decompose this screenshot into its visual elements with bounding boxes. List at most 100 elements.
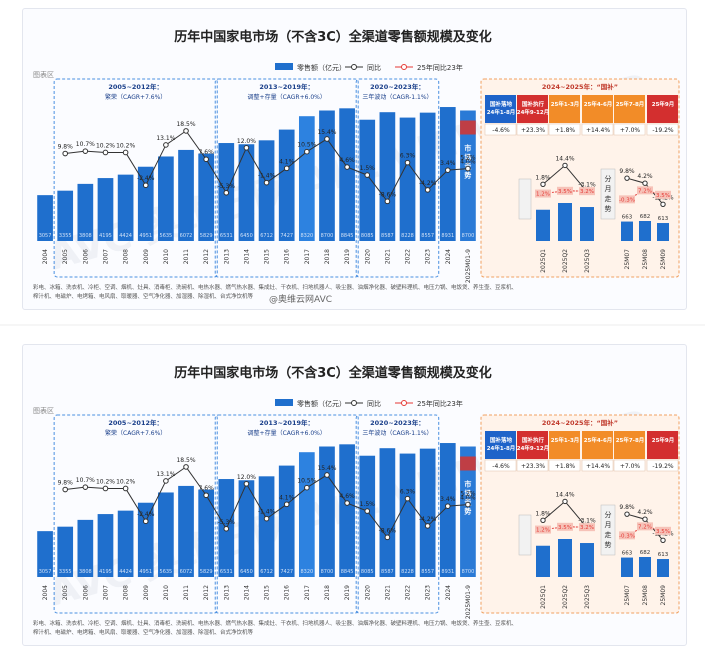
tick-label-2025M01-9: 2025M01-9: [465, 585, 472, 619]
bar-last-annotation-1: 场: [464, 489, 471, 498]
tick-label-2020: 2020: [364, 585, 371, 600]
bar-value-2010: 5635: [160, 233, 173, 239]
tick-label-2009: 2009: [143, 249, 150, 264]
yoy-point-2018: [324, 472, 330, 478]
header-label-4-0: 25年7-8月: [616, 100, 645, 108]
quarter-label-2025Q1: 2025Q1: [540, 585, 547, 609]
yoy-point-2020: [364, 508, 371, 514]
period-label-1: 2005~2012年：: [108, 418, 163, 427]
bar-value-2005: 3355: [59, 569, 72, 575]
bar-value-2018: 8700: [321, 233, 334, 239]
tick-label-2009: 2009: [143, 585, 150, 600]
header-label-1-0: 国补执行: [522, 100, 545, 108]
bar-value-2015: 6712: [260, 569, 273, 575]
quarter-red-bg-1: [557, 186, 573, 195]
bar-2024: [439, 107, 456, 241]
quarter-red-label-1: 3.5%: [558, 189, 572, 195]
month-red-bg-1: [637, 522, 653, 531]
month-red-label-1: 7.2%: [638, 188, 652, 194]
yoy-point-2006: [82, 148, 89, 154]
yoy-point-2016: [283, 501, 290, 508]
tick-label-2004: 2004: [42, 249, 49, 264]
bar-2021: [379, 112, 396, 241]
header-cell-0: [485, 95, 516, 123]
month-value-25M08: 682: [640, 550, 651, 556]
bar-2021: [379, 448, 396, 577]
quarter-annotation-box: [518, 514, 532, 556]
bar-2010: [158, 156, 174, 241]
quarter-bar-2025Q2: [558, 539, 572, 577]
tick-label-2023: 2023: [425, 249, 432, 264]
month-label-25M08: 25M08: [642, 585, 649, 606]
yoy-point-2013: [223, 189, 230, 196]
month-red-bg-1: [637, 186, 653, 195]
quarter-yoy-point-0: [540, 517, 546, 524]
tick-label-2021: 2021: [384, 585, 391, 600]
bar-value-2023: 8557: [421, 569, 434, 575]
header-value-cell-4: [613, 459, 646, 472]
legend-red-label: 25年同比23年: [417, 399, 463, 408]
legend-line-label: 同比: [367, 63, 381, 72]
header-label-4-0: 25年7-8月: [616, 436, 645, 444]
bar-value-2012: 5829: [200, 569, 213, 575]
bar-value-2021: 8587: [381, 569, 394, 575]
yoy-label-2021: -8.6%: [379, 527, 397, 534]
tick-label-2024: 2024: [445, 249, 452, 264]
bar-value-2016: 7427: [280, 569, 293, 575]
bar-value-2008: 4424: [119, 233, 132, 239]
quarter-annotation-box: [518, 178, 532, 220]
bar-2007: [97, 178, 114, 241]
bar-value-2010: 5635: [160, 569, 173, 575]
header-value-1: +23.3%: [521, 463, 545, 470]
yoy-label-last: 5.2%: [460, 490, 476, 497]
bar-value-2006: 3808: [79, 233, 92, 239]
quarter-bar-2025Q3: [580, 207, 594, 241]
header-label-0-1: 24年1-8月: [487, 108, 516, 116]
legend-bar-swatch: [275, 399, 293, 406]
bar-2023: [419, 112, 436, 242]
tick-label-2015: 2015: [264, 249, 271, 264]
header-label-5-0: 25年9月: [652, 100, 674, 108]
month-yoy-point-2: [660, 201, 666, 207]
yoy-label-2014: 12.0%: [237, 474, 256, 481]
quarter-red-bg-2: [579, 523, 595, 532]
month-yoy-label-1: 4.2%: [637, 509, 653, 516]
bar-value-2006: 3808: [79, 569, 92, 575]
month-annotation-2: 走: [605, 195, 612, 203]
yoy-label-2015: -1.4%: [258, 173, 276, 180]
yoy-point-2017: [304, 484, 310, 491]
bar-2015: [258, 476, 275, 577]
yoy-point-2007: [102, 485, 109, 492]
bar-value-2011: 6072: [180, 569, 193, 575]
yoy-label-last: 5.2%: [460, 154, 476, 161]
quarter-red-bg-0: [535, 525, 551, 534]
header-value-2: +1.8%: [555, 463, 576, 470]
bar-value-2025M01-9: 8700: [462, 233, 475, 239]
header-label-1-1: 24年9-12月: [517, 108, 549, 116]
bar-value-2022: 8228: [401, 569, 414, 575]
yoy-point-2020: [364, 172, 371, 178]
chart-panel-lower: AVC 奥维云网 ALL VIEW CLOUD历年中国家电市场（不含3C）全渠道…: [22, 344, 687, 646]
bar-2019: [339, 108, 355, 241]
quarter-yoy-label-2: -3.1%: [578, 518, 596, 525]
tick-label-2013: 2013: [223, 249, 230, 264]
yoy-label-2008: 10.2%: [116, 478, 135, 485]
quarter-label-2025Q3: 2025Q3: [584, 249, 591, 273]
yoy-label-2011: 18.5%: [176, 457, 195, 464]
yoy-point-2015: [263, 179, 270, 186]
bar-2012: [198, 153, 215, 241]
yoy-label-2012: 7.6%: [199, 485, 215, 492]
yoy-label-2005: 9.8%: [58, 144, 74, 151]
yoy-label-2017: 10.5%: [297, 478, 316, 485]
tick-label-2024: 2024: [445, 585, 452, 600]
bar-2024: [439, 443, 456, 577]
yoy-label-2009: -2.4%: [137, 511, 155, 518]
yoy-point-2023: [424, 187, 431, 193]
yoy-label-2019: 4.6%: [339, 493, 355, 500]
header-value-cell-5: [646, 123, 679, 136]
month-yoy-label-1: 4.2%: [637, 173, 653, 180]
header-cell-3: [582, 95, 613, 123]
bar-value-2024: 8931: [441, 569, 454, 575]
header-value-cell-1: [516, 459, 549, 472]
header-cell-4: [614, 431, 645, 459]
